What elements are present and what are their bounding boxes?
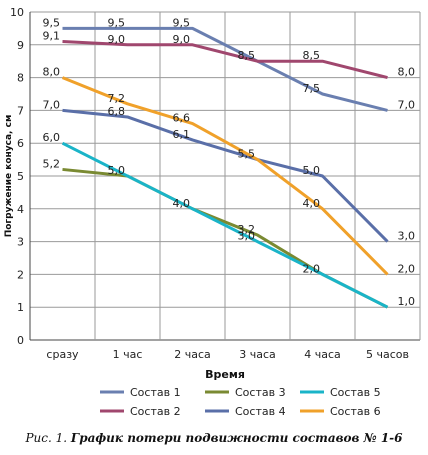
- data-label: 2,0: [303, 262, 321, 275]
- data-label: 8,5: [238, 49, 256, 62]
- data-label: 9,5: [173, 16, 191, 29]
- y-tick-label: 10: [10, 6, 24, 19]
- caption-title: График потери подвижности составов № 1-6: [70, 431, 403, 445]
- x-tick-label: 2 часа: [174, 348, 211, 361]
- x-axis-title: Время: [205, 368, 245, 381]
- legend-label: Состав 2: [130, 405, 181, 418]
- data-label: 3,0: [398, 230, 416, 243]
- data-label: 8,0: [398, 66, 416, 79]
- y-axis-title: Погружение конуса, см: [4, 115, 14, 238]
- y-tick-label: 0: [17, 334, 24, 347]
- y-tick-label: 9: [17, 39, 24, 52]
- legend-label: Состав 4: [235, 405, 286, 418]
- data-label: 4,0: [173, 197, 191, 210]
- series-line-5: [61, 141, 389, 309]
- legend-label: Состав 3: [235, 386, 286, 399]
- y-tick-label: 7: [17, 104, 24, 117]
- x-tick-label: 5 часов: [366, 348, 409, 361]
- data-label: 6,8: [108, 105, 126, 118]
- line-chart: 0 1 2 3 4 5 6 7 8 9 10 сразу 1 час 2 часа 3 часа 4 часа…: [4, 6, 421, 418]
- y-tick-label: 4: [17, 203, 24, 216]
- series-line-1: [62, 26, 388, 112]
- y-tick-label: 3: [17, 236, 24, 249]
- y-tick-label: 1: [17, 301, 24, 314]
- data-label: 8,5: [303, 49, 321, 62]
- figure-caption: Рис. 1. График потери подвижности состав…: [0, 431, 428, 445]
- data-label: 5,2: [43, 157, 61, 170]
- series-line-4: [62, 108, 389, 243]
- data-label: 5,0: [108, 164, 126, 177]
- data-label: 3,2: [238, 223, 256, 236]
- y-tick-label: 8: [17, 72, 24, 85]
- data-label: 2,0: [398, 262, 416, 275]
- x-tick-label: 1 час: [113, 348, 143, 361]
- data-label: 9,0: [108, 33, 126, 46]
- data-label: 5,0: [303, 164, 321, 177]
- series-line-6: [61, 76, 389, 276]
- data-label: 6,6: [173, 112, 191, 125]
- data-label: 9,5: [43, 16, 61, 29]
- legend-label: Состав 5: [330, 386, 381, 399]
- data-label: 7,5: [303, 82, 321, 95]
- x-tick-label: 3 часа: [239, 348, 276, 361]
- legend-label: Состав 6: [330, 405, 381, 418]
- series-line-2: [62, 40, 388, 80]
- data-label: 6,1: [173, 128, 191, 141]
- data-label: 9,0: [173, 33, 191, 46]
- data-label: 4,0: [303, 197, 321, 210]
- data-label: 7,2: [108, 92, 126, 105]
- y-tick-label: 5: [17, 170, 24, 183]
- data-label: 7,0: [43, 98, 61, 111]
- data-label: 9,5: [108, 16, 126, 29]
- x-tick-label: 4 часа: [304, 348, 341, 361]
- data-label: 6,0: [43, 131, 61, 144]
- y-tick-label: 2: [17, 268, 24, 281]
- data-label: 7,0: [398, 98, 416, 111]
- y-tick-label: 6: [17, 137, 24, 150]
- data-label: 3,0: [238, 230, 256, 243]
- data-label: 5,5: [238, 148, 256, 161]
- data-label: 8,0: [43, 66, 61, 79]
- x-tick-label: сразу: [46, 348, 79, 361]
- legend-label: Состав 1: [130, 386, 181, 399]
- caption-prefix: Рис. 1.: [25, 431, 71, 445]
- data-label: 1,0: [398, 295, 416, 308]
- data-label: 9,1: [43, 30, 61, 43]
